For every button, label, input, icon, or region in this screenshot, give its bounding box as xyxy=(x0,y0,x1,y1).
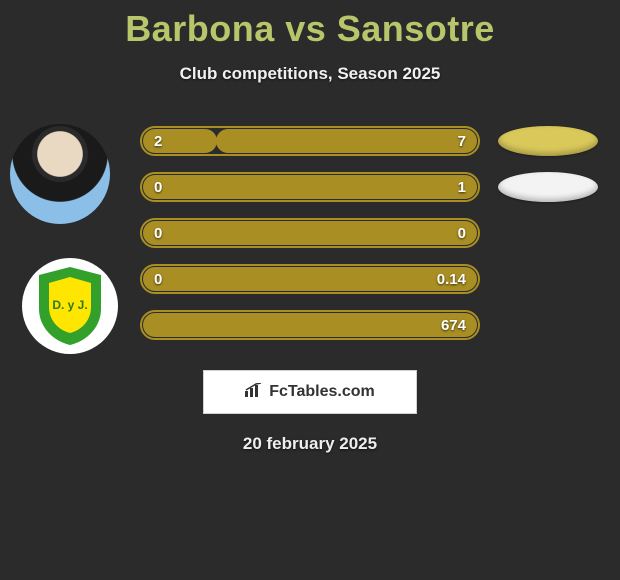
stat-pill: 0Goals per match0.14 xyxy=(140,264,480,294)
stat-left-value: 0 xyxy=(154,225,162,242)
stat-oval-icon xyxy=(498,172,598,202)
footer-label: FcTables.com xyxy=(269,383,375,401)
footer-attribution: FcTables.com xyxy=(203,370,417,414)
stat-rows: 2Matches7 0Goals1 0Hattricks0 0Goals per ma… xyxy=(0,118,620,348)
stat-row: 0Hattricks0 xyxy=(0,210,620,256)
subtitle: Club competitions, Season 2025 xyxy=(0,64,620,84)
stat-row: 2Matches7 xyxy=(0,118,620,164)
stat-fill-right xyxy=(143,175,477,199)
stat-right-value: 674 xyxy=(441,317,466,334)
stat-pill: 0Hattricks0 xyxy=(140,218,480,248)
stat-oval-icon xyxy=(498,126,598,156)
stat-right-value: 0.14 xyxy=(437,271,466,288)
stat-left-value: 0 xyxy=(154,271,162,288)
stat-right-value: 7 xyxy=(458,133,466,150)
stat-pill: 2Matches7 xyxy=(140,126,480,156)
stat-row: Min per goal674 xyxy=(0,302,620,348)
stat-row: 0Goals1 xyxy=(0,164,620,210)
stat-right-value: 0 xyxy=(458,225,466,242)
stat-right-value: 1 xyxy=(458,179,466,196)
stat-fill-right xyxy=(143,313,477,337)
chart-icon xyxy=(245,383,263,402)
stat-pill: Min per goal674 xyxy=(140,310,480,340)
stat-fill-right xyxy=(143,267,477,291)
stat-left-value: 0 xyxy=(154,179,162,196)
stat-row: 0Goals per match0.14 xyxy=(0,256,620,302)
stat-fill-right xyxy=(143,221,477,245)
footer-date: 20 february 2025 xyxy=(0,434,620,454)
stat-pill: 0Goals1 xyxy=(140,172,480,202)
stat-fill-right xyxy=(216,129,477,153)
page-title: Barbona vs Sansotre xyxy=(0,0,620,50)
stat-left-value: 2 xyxy=(154,133,162,150)
